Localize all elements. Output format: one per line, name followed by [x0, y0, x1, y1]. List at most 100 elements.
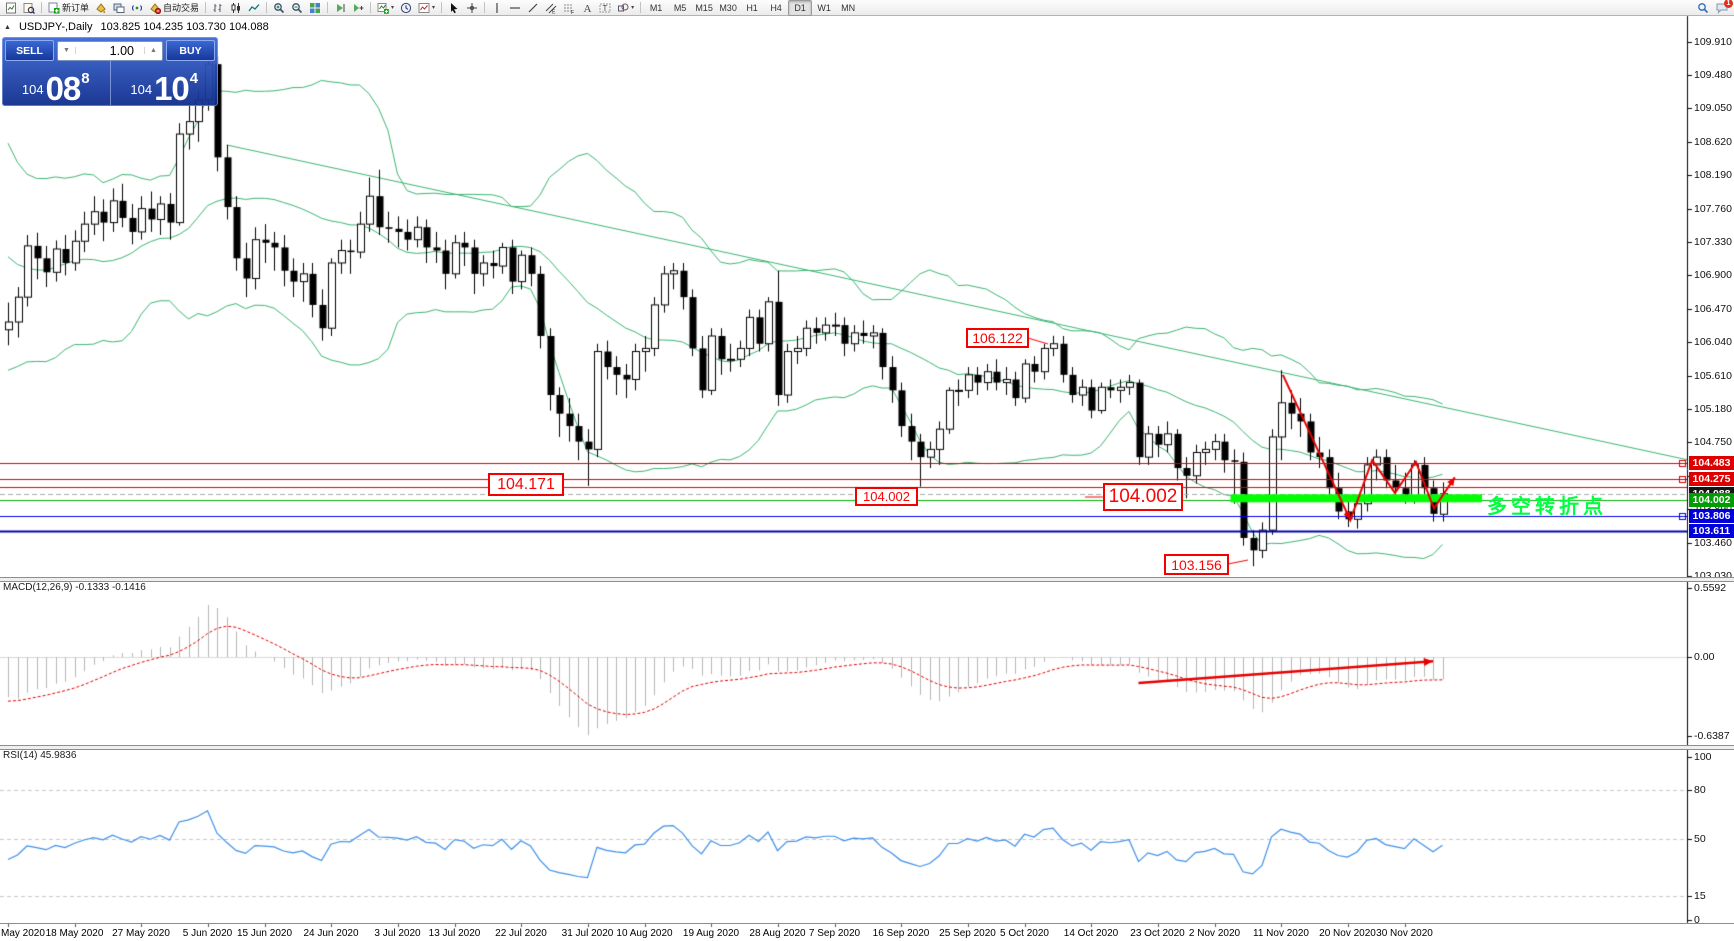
price-label-box[interactable]: 103.156 — [1164, 554, 1229, 575]
fibonacci-button[interactable]: F — [560, 0, 578, 16]
buy-price[interactable]: 104 10 4 — [111, 61, 219, 105]
price-axis-label: 105.610 — [1694, 369, 1732, 382]
cursor-button[interactable] — [445, 0, 463, 16]
step-add-icon — [352, 2, 364, 14]
volume-stepper[interactable]: ▼ 1.00 ▲ — [57, 40, 163, 61]
macd-axis-label: 0.5592 — [1694, 581, 1727, 594]
crosshair-button[interactable] — [463, 0, 481, 16]
one-click-trade-panel: SELL ▼ 1.00 ▲ BUY 104 08 8 104 10 4 — [2, 37, 218, 106]
volume-value[interactable]: 1.00 — [109, 43, 134, 58]
timeframe-w1-button[interactable]: W1 — [817, 2, 831, 13]
date-axis-label: 14 Oct 2020 — [1063, 928, 1119, 939]
timeframe-d1-button[interactable]: D1 — [788, 0, 813, 16]
svg-text:T: T — [603, 4, 608, 13]
sell-price-sup: 8 — [81, 70, 90, 87]
rsi-axis-label: 100 — [1694, 751, 1712, 763]
turning-point-annotation[interactable]: 多空转折点 — [1487, 496, 1607, 518]
profiles-window-icon — [113, 2, 125, 14]
price-tag: 103.806 — [1689, 508, 1734, 523]
indicators-add-button[interactable]: ▾ — [374, 0, 397, 16]
pane-separator-rsi[interactable] — [0, 745, 1734, 750]
price-label-box[interactable]: 106.122 — [966, 328, 1029, 348]
horizontal-line-icon — [509, 2, 521, 14]
zoom-in-button[interactable] — [270, 0, 288, 16]
clock-button[interactable] — [397, 0, 415, 16]
zoom-out-button[interactable] — [288, 0, 306, 16]
line-chart-button[interactable] — [245, 0, 263, 16]
toolbar-right-group: 1 — [1694, 0, 1733, 16]
volume-up-icon[interactable]: ▲ — [144, 47, 162, 54]
chevron-down-icon: ▾ — [391, 5, 395, 11]
new-chart-button[interactable] — [2, 0, 20, 16]
price-tag: 104.483 — [1689, 456, 1734, 471]
search-button[interactable] — [1694, 0, 1712, 16]
date-axis-label: 11 Nov 2020 — [1253, 928, 1309, 939]
price-axis-label: 109.910 — [1694, 35, 1732, 48]
date-axis-label: 27 May 2020 — [112, 928, 170, 939]
buy-price-big: 10 — [154, 69, 190, 107]
text-label-button[interactable]: T — [596, 0, 614, 16]
price-label-box[interactable]: 104.002 — [855, 487, 918, 506]
text-icon: A — [581, 2, 593, 14]
timeframe-h4-button[interactable]: H4 — [770, 2, 782, 13]
vertical-line-button[interactable] — [488, 0, 506, 16]
chevron-down-icon: ▾ — [432, 5, 436, 11]
text-button[interactable]: A — [578, 0, 596, 16]
svg-text:A: A — [584, 3, 592, 14]
symbol-ohlc: 103.825 104.235 103.730 104.088 — [100, 21, 269, 33]
chat-button[interactable]: 1 — [1712, 0, 1733, 16]
candlestick-chart-button[interactable] — [227, 0, 245, 16]
line-chart-icon — [248, 2, 260, 14]
price-label-box[interactable]: 104.002 — [1103, 483, 1183, 511]
volume-down-icon[interactable]: ▼ — [58, 47, 76, 54]
trend-line-button[interactable] — [524, 0, 542, 16]
new-order-button[interactable]: 新订单 — [45, 0, 92, 16]
rsi-axis-label: 0 — [1694, 914, 1700, 926]
date-axis-label: 23 Oct 2020 — [1130, 928, 1185, 939]
date-axis-label: 20 Nov 2020 — [1319, 928, 1376, 939]
channel-icon: E — [545, 2, 557, 14]
pane-separator-macd[interactable] — [0, 577, 1734, 582]
toolbar: 新订单 自动交易 ▾ ▾ E F A T ▾ M1 M5 M15 M30 H1 H4 D1 W1 MN 1 — [0, 0, 1734, 16]
timeframe-m15-button[interactable]: M15 — [695, 2, 713, 13]
autotrading-button[interactable]: 自动交易 — [146, 0, 202, 16]
chat-icon: 1 — [1715, 0, 1733, 14]
profiles-window-button[interactable] — [110, 0, 128, 16]
horizontal-line-button[interactable] — [506, 0, 524, 16]
search-icon — [1697, 2, 1709, 14]
price-tag: 104.275 — [1689, 472, 1734, 487]
date-axis-label: 30 Nov 2020 — [1376, 928, 1433, 939]
templates-button[interactable]: ▾ — [415, 0, 438, 16]
toolbar-separator — [41, 2, 42, 13]
step-forward-button[interactable] — [331, 0, 349, 16]
step-add-button[interactable] — [349, 0, 367, 16]
collapse-panel-icon[interactable]: ▲ — [4, 23, 11, 31]
shapes-button[interactable]: ▾ — [614, 0, 637, 16]
timeframe-m1-button[interactable]: M1 — [649, 2, 663, 13]
symbol-name: USDJPY-,Daily — [18, 21, 93, 33]
channel-button[interactable]: E — [542, 0, 560, 16]
sell-button[interactable]: SELL — [5, 40, 54, 61]
price-axis-label: 106.900 — [1694, 269, 1732, 282]
bar-chart-button[interactable] — [209, 0, 227, 16]
timeframe-m5-button[interactable]: M5 — [673, 2, 687, 13]
timeframe-mn-button[interactable]: MN — [841, 2, 856, 13]
sell-price[interactable]: 104 08 8 — [2, 61, 111, 105]
date-axis-label: 28 Aug 2020 — [749, 928, 806, 939]
timeframe-h1-button[interactable]: H1 — [746, 2, 758, 13]
toolbar-separator — [327, 2, 329, 13]
price-axis-label: 107.330 — [1694, 236, 1732, 248]
signal-button[interactable] — [128, 0, 146, 16]
macd-header: MACD(12,26,9) -0.1333 -0.1416 — [3, 582, 146, 593]
new-order-label: 新订单 — [62, 3, 90, 13]
price-label-box[interactable]: 104.171 — [488, 473, 564, 496]
date-axis-label: 16 Sep 2020 — [872, 928, 930, 939]
tile-windows-button[interactable] — [306, 0, 324, 16]
toolbar-separator — [370, 2, 372, 13]
chart-profile-button[interactable] — [20, 0, 38, 16]
styles-bucket-button[interactable] — [92, 0, 110, 16]
svg-text:F: F — [571, 9, 574, 13]
buy-button[interactable]: BUY — [166, 40, 215, 61]
timeframe-m30-button[interactable]: M30 — [719, 2, 737, 13]
